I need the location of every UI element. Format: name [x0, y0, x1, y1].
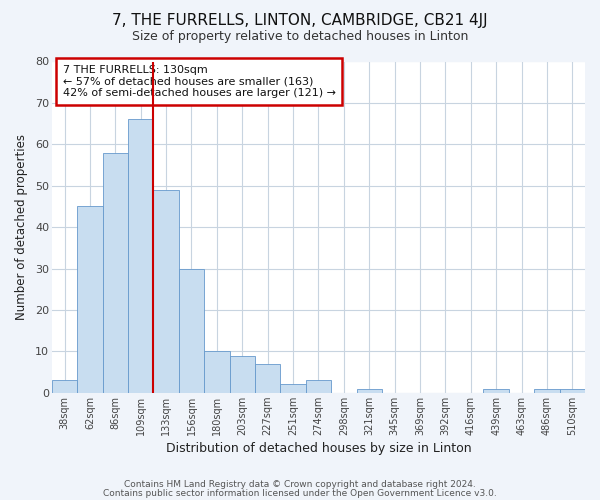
- Bar: [484, 388, 509, 393]
- Bar: [280, 384, 306, 393]
- Text: Size of property relative to detached houses in Linton: Size of property relative to detached ho…: [132, 30, 468, 43]
- Y-axis label: Number of detached properties: Number of detached properties: [15, 134, 28, 320]
- Bar: [204, 352, 230, 393]
- Bar: [306, 380, 331, 393]
- Text: Contains public sector information licensed under the Open Government Licence v3: Contains public sector information licen…: [103, 488, 497, 498]
- Bar: [154, 190, 179, 393]
- Bar: [179, 268, 204, 393]
- X-axis label: Distribution of detached houses by size in Linton: Distribution of detached houses by size …: [166, 442, 471, 455]
- Text: 7, THE FURRELLS, LINTON, CAMBRIDGE, CB21 4JJ: 7, THE FURRELLS, LINTON, CAMBRIDGE, CB21…: [112, 12, 488, 28]
- Bar: [534, 388, 560, 393]
- Bar: [356, 388, 382, 393]
- Bar: [103, 152, 128, 393]
- Bar: [230, 356, 255, 393]
- Bar: [77, 206, 103, 393]
- Bar: [255, 364, 280, 393]
- Text: 7 THE FURRELLS: 130sqm
← 57% of detached houses are smaller (163)
42% of semi-de: 7 THE FURRELLS: 130sqm ← 57% of detached…: [62, 65, 335, 98]
- Bar: [52, 380, 77, 393]
- Bar: [560, 388, 585, 393]
- Text: Contains HM Land Registry data © Crown copyright and database right 2024.: Contains HM Land Registry data © Crown c…: [124, 480, 476, 489]
- Bar: [128, 120, 154, 393]
